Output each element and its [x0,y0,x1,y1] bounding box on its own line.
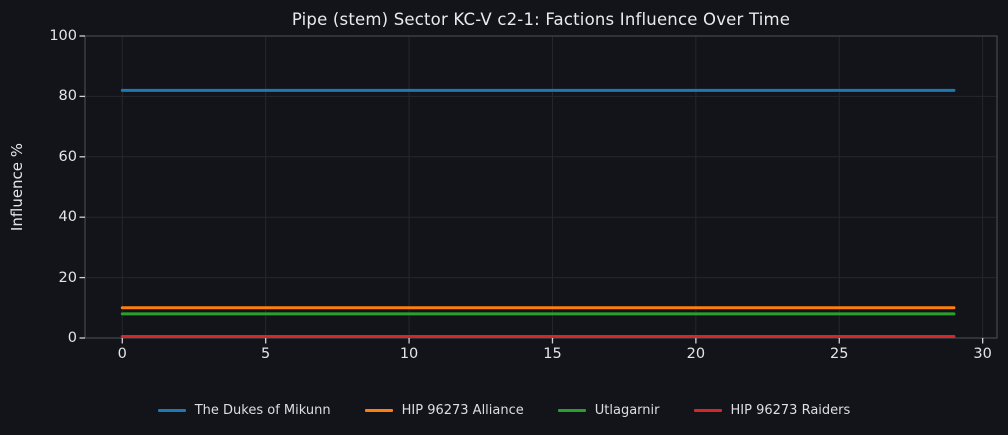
x-tick-label: 30 [973,346,992,362]
legend-label: HIP 96273 Raiders [730,402,851,418]
y-tick-label: 100 [49,28,77,44]
legend-item-the-dukes-of-mikunn: The Dukes of Mikunn [157,402,331,418]
y-tick-label: 60 [58,148,77,165]
legend-line-swatch [557,408,586,412]
x-tick-label: 15 [543,346,562,362]
plot-spines [84,35,998,339]
legend: The Dukes of Mikunn HIP 96273 Alliance Utl… [0,399,1008,421]
legend-label: HIP 96273 Alliance [401,402,524,418]
y-tick-label: 0 [67,330,77,346]
x-tick-label: 10 [399,346,419,362]
x-tick-label: 20 [686,346,706,362]
legend-label: The Dukes of Mikunn [194,402,331,418]
x-tick-label: 0 [117,346,127,362]
y-tick-label: 20 [58,269,77,286]
y-tick-label: 40 [58,209,77,226]
x-tick-label: 25 [830,346,849,362]
chart-title: Pipe (stem) Sector KC-V c2-1: Factions I… [291,10,791,29]
legend-item-hip-96273-alliance: HIP 96273 Alliance [364,402,524,418]
legend-line-swatch [364,408,393,412]
x-tick-label: 5 [261,346,271,362]
legend-item-utlagarnir: Utlagarnir [557,402,660,418]
legend-label: Utlagarnir [594,402,660,418]
legend-item-hip-96273-raiders: HIP 96273 Raiders [693,402,851,418]
legend-line-swatch [693,408,722,412]
y-tick-label: 80 [58,88,77,105]
legend-line-swatch [157,408,186,412]
